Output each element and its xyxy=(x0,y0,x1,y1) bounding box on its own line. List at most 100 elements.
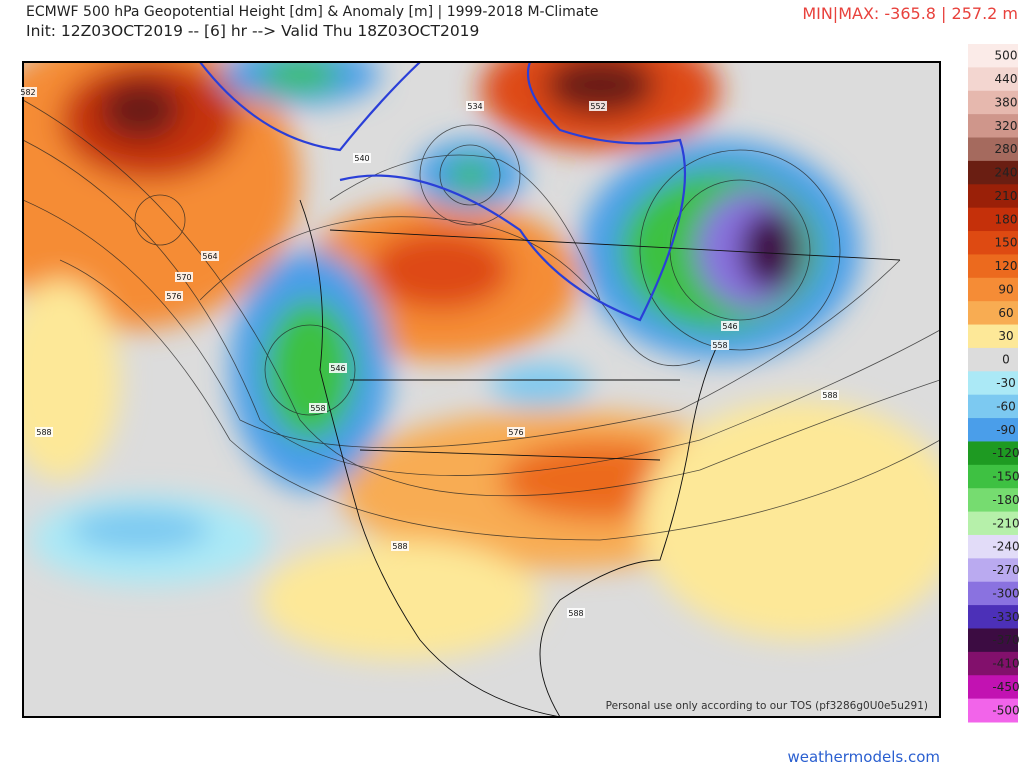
colorbar-label: 0 xyxy=(1002,353,1010,367)
colorbar-label: -210 xyxy=(992,516,1019,530)
colorbar-swatch xyxy=(968,254,1018,279)
site-link[interactable]: weathermodels.com xyxy=(787,748,940,766)
contour-label-bg xyxy=(329,363,347,373)
colorbar-swatch xyxy=(968,418,1018,442)
colorbar-label: 180 xyxy=(995,212,1018,226)
colorbar-label: -410 xyxy=(992,657,1019,671)
map-frame xyxy=(22,61,941,718)
colorbar-swatch xyxy=(968,441,1018,466)
contour-label-bg xyxy=(35,427,53,437)
contour-label: 558 xyxy=(712,341,727,350)
colorbar-label: 500 xyxy=(995,49,1018,63)
contour-label: 546 xyxy=(330,364,345,373)
colorbar-swatch xyxy=(968,558,1018,583)
colorbar-label: 240 xyxy=(995,166,1018,180)
colorbar-swatch xyxy=(968,628,1018,653)
colorbar-swatch xyxy=(968,231,1018,255)
map-title: ECMWF 500 hPa Geopotential Height [dm] &… xyxy=(26,4,599,20)
colorbar-label: 320 xyxy=(995,119,1018,133)
colorbar-swatch xyxy=(968,605,1018,629)
colorbar-swatch xyxy=(968,184,1018,209)
colorbar-label: 210 xyxy=(995,189,1018,203)
contour-label-bg xyxy=(19,87,37,97)
colorbar-label: -180 xyxy=(992,493,1019,507)
colorbar-swatch xyxy=(968,67,1018,92)
contour-label: 540 xyxy=(354,154,369,163)
contour-label: 570 xyxy=(176,273,191,282)
contour-label: 564 xyxy=(202,252,217,261)
colorbar-label: 30 xyxy=(998,329,1013,343)
colorbar-label: -300 xyxy=(992,586,1019,600)
colorbar-swatch xyxy=(968,90,1018,115)
contour-label: 576 xyxy=(508,428,523,437)
contour-label-bg xyxy=(507,427,525,437)
coastlines xyxy=(299,199,901,717)
contour-label-bg xyxy=(821,390,839,400)
contour-label: 534 xyxy=(467,102,482,111)
contour-label: 588 xyxy=(36,428,51,437)
colorbar-label: 60 xyxy=(998,306,1013,320)
colorbar-swatch xyxy=(968,160,1018,185)
contour-label-bg xyxy=(175,272,193,282)
anomaly-field xyxy=(23,62,940,717)
min-max: MIN|MAX: -365.8 | 257.2 m xyxy=(802,4,1018,23)
colorbar-swatch xyxy=(968,301,1018,326)
colorbar-label: -30 xyxy=(996,376,1016,390)
colorbar-label: -500 xyxy=(992,703,1019,717)
colorbar-swatch xyxy=(968,511,1018,536)
contour-label-bg xyxy=(589,101,607,111)
contour-label-bg xyxy=(201,251,219,261)
colorbar-label: 280 xyxy=(995,142,1018,156)
colorbar-label: -270 xyxy=(992,563,1019,577)
contour-label-bg xyxy=(391,541,409,551)
contour-label: 546 xyxy=(722,322,737,331)
colorbar-swatch xyxy=(968,207,1018,232)
contour-label-bg xyxy=(165,291,183,301)
colorbar-label: 120 xyxy=(995,259,1018,273)
colorbar-swatch xyxy=(968,114,1018,139)
colorbar-swatch xyxy=(968,277,1018,302)
colorbar-swatch xyxy=(968,675,1018,700)
contour-label: 588 xyxy=(392,542,407,551)
reference-contour xyxy=(199,62,686,322)
colorbar-swatch xyxy=(968,581,1018,606)
colorbar-label: -90 xyxy=(996,423,1016,437)
contour-label-bg xyxy=(353,153,371,163)
colorbar-label: -370 xyxy=(992,633,1019,647)
contour-label-bg xyxy=(711,340,729,350)
colorbar-swatch xyxy=(968,394,1018,419)
colorbar-swatch xyxy=(968,464,1018,489)
colorbar-swatch xyxy=(968,324,1018,349)
colorbar-label: -60 xyxy=(996,399,1016,413)
colorbar-label: -450 xyxy=(992,680,1019,694)
contour-label-bg xyxy=(721,321,739,331)
init-time: Init: 12Z03OCT2019 -- [6] hr --> Valid T… xyxy=(26,22,480,40)
contour-label: 552 xyxy=(590,102,605,111)
colorbar-label: -240 xyxy=(992,540,1019,554)
colorbar-label: -330 xyxy=(992,610,1019,624)
contour-label: 588 xyxy=(822,391,837,400)
contour-label: 558 xyxy=(310,404,325,413)
colorbar-swatch xyxy=(968,488,1018,513)
contour-label: 588 xyxy=(568,609,583,618)
contour-label-bg xyxy=(567,608,585,618)
colorbar-label: -150 xyxy=(992,470,1019,484)
colorbar-swatch xyxy=(968,651,1018,676)
colorbar-label: 440 xyxy=(995,72,1018,86)
colorbar-label: 380 xyxy=(995,95,1018,109)
contour-label: 582 xyxy=(20,88,35,97)
colorbar-label: 90 xyxy=(998,282,1013,296)
colorbar-label: -120 xyxy=(992,446,1019,460)
contour-label: 576 xyxy=(166,292,181,301)
colorbar-swatch xyxy=(968,137,1018,162)
height-contours xyxy=(23,99,940,541)
colorbar-swatch xyxy=(968,44,1018,68)
colorbar-swatch xyxy=(968,698,1018,723)
colorbar-swatch xyxy=(968,371,1018,396)
colorbar-swatch xyxy=(968,347,1018,372)
colorbar-label: 150 xyxy=(995,236,1018,250)
contour-label-bg xyxy=(466,101,484,111)
colorbar-swatch xyxy=(968,534,1018,559)
